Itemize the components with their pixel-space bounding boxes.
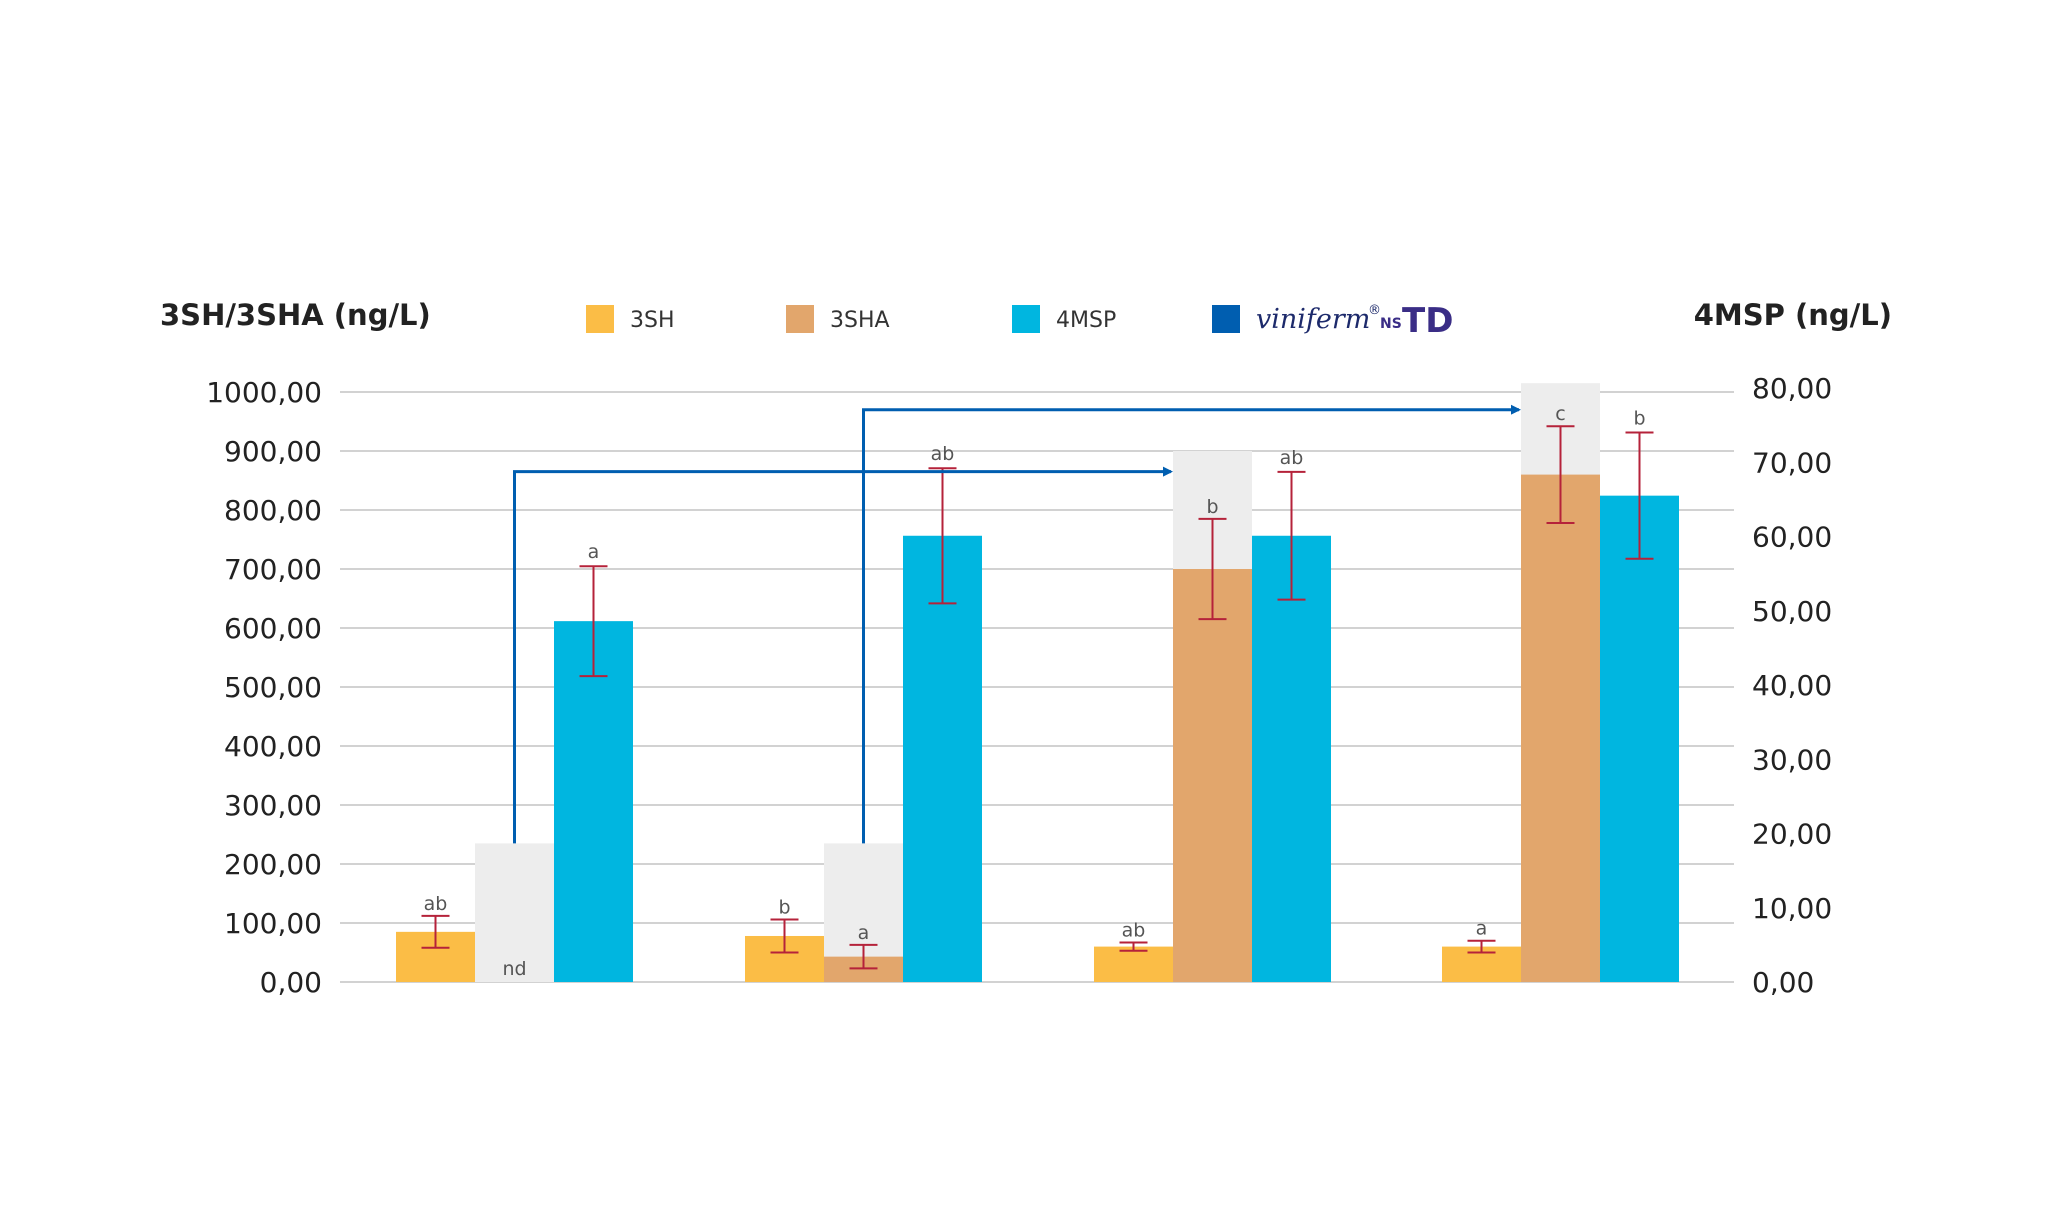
right-tick-label: 0,00: [1752, 966, 1814, 999]
significance-label: a: [1476, 918, 1488, 940]
right-tick-label: 40,00: [1752, 669, 1832, 702]
significance-label: b: [778, 896, 790, 918]
significance-label: nd: [502, 958, 526, 980]
legend: 3SH 3SHA 4MSP viniferm ® NS TD: [586, 301, 1453, 341]
significance-label: a: [858, 922, 870, 944]
bar-3sha: [1173, 569, 1252, 982]
brand-name: viniferm: [1256, 304, 1370, 335]
legend-swatch-3sha: [786, 305, 814, 333]
left-tick-label: 700,00: [224, 553, 322, 586]
legend-label-3sha: 3SHA: [830, 308, 890, 333]
left-tick-label: 400,00: [224, 730, 322, 763]
error-bars: [421, 425, 1654, 970]
left-tick-label: 0,00: [260, 966, 322, 999]
bar-4msp: [1252, 535, 1331, 982]
significance-label: b: [1206, 496, 1218, 518]
legend-swatch-3sh: [586, 305, 614, 333]
right-tick-label: 80,00: [1752, 372, 1832, 405]
legend-swatch-viniferm: [1212, 305, 1240, 333]
left-tick-label: 500,00: [224, 671, 322, 704]
legend-label-3sh: 3SH: [630, 308, 675, 333]
bars: [396, 474, 1679, 982]
bar-4msp: [1600, 495, 1679, 982]
significance-label: ab: [931, 443, 955, 465]
left-tick-label: 200,00: [224, 848, 322, 881]
significance-label: a: [588, 541, 600, 563]
left-axis-title: 3SH/3SHA (ng/L): [160, 298, 431, 332]
max-range-bar: [475, 843, 554, 982]
legend-swatch-4msp: [1012, 305, 1040, 333]
bar-3sha: [1521, 474, 1600, 982]
right-tick-label: 10,00: [1752, 892, 1832, 925]
bar-4msp: [554, 621, 633, 982]
treatment-arrow: [513, 466, 1173, 844]
left-axis-ticks: 0,00 100,00 200,00 300,00 400,00 500,00 600,00…: [206, 376, 322, 999]
left-tick-label: 300,00: [224, 789, 322, 822]
treatment-arrows: [513, 404, 1521, 844]
right-tick-label: 50,00: [1752, 595, 1832, 628]
significance-label: ab: [1122, 919, 1146, 941]
left-tick-label: 900,00: [224, 435, 322, 468]
significance-label: ab: [424, 893, 448, 915]
bar-3sh: [1094, 946, 1173, 982]
right-tick-label: 30,00: [1752, 743, 1832, 776]
significance-label: ab: [1280, 447, 1304, 469]
significance-label: c: [1555, 403, 1565, 425]
right-axis-title: 4MSP (ng/L): [1694, 298, 1892, 332]
right-tick-label: 20,00: [1752, 818, 1832, 851]
left-tick-label: 100,00: [224, 907, 322, 940]
brand-registered: ®: [1368, 303, 1381, 318]
brand-ns: NS: [1380, 316, 1402, 332]
left-tick-label: 1000,00: [206, 376, 322, 409]
left-tick-label: 600,00: [224, 612, 322, 645]
treatment-arrow: [862, 404, 1521, 844]
brand-td: TD: [1402, 301, 1453, 341]
legend-label-4msp: 4MSP: [1056, 308, 1116, 333]
right-axis-ticks: 0,00 10,00 20,00 30,00 40,00 50,00 60,00 70,00 8…: [1752, 372, 1832, 999]
left-tick-label: 800,00: [224, 494, 322, 527]
viniferm-ns-td-logo: viniferm ® NS TD: [1256, 301, 1453, 341]
significance-label: b: [1633, 408, 1645, 430]
right-tick-label: 60,00: [1752, 521, 1832, 554]
bar-4msp: [903, 535, 982, 982]
right-tick-label: 70,00: [1752, 446, 1832, 479]
